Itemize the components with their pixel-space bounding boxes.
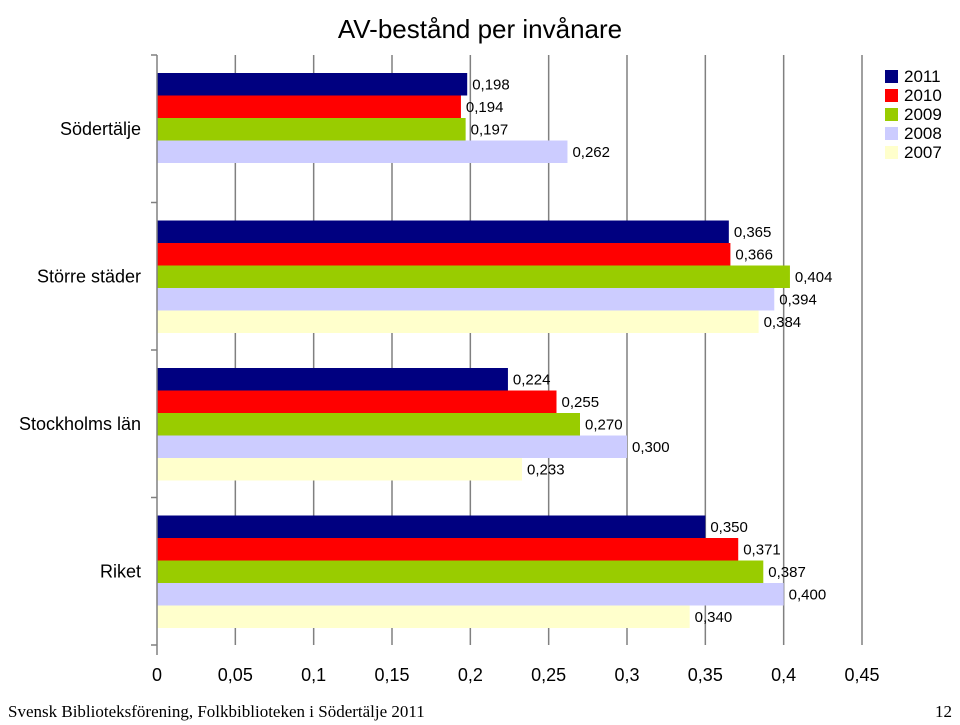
data-label: 0,198 xyxy=(472,76,510,93)
chart-title: AV-bestånd per invånare xyxy=(338,14,622,44)
bar-2008 xyxy=(157,288,775,311)
legend-swatch xyxy=(885,70,898,83)
bar-2010 xyxy=(157,95,461,118)
legend-label: 2007 xyxy=(904,143,942,162)
bar-2009 xyxy=(157,118,466,141)
bar-2007 xyxy=(157,605,690,628)
legend-label: 2008 xyxy=(904,124,942,143)
legend-swatch xyxy=(885,108,898,121)
page-number: 12 xyxy=(935,702,952,721)
x-tick-label: 0,35 xyxy=(688,665,723,685)
bar-2009 xyxy=(157,413,580,436)
bar-2008 xyxy=(157,140,568,163)
bar-2008 xyxy=(157,583,784,606)
bar-2010 xyxy=(157,243,731,266)
bar-2011 xyxy=(157,220,729,243)
x-tick-label: 0,1 xyxy=(301,665,326,685)
data-label: 0,194 xyxy=(466,99,504,116)
category-label: Riket xyxy=(100,561,141,581)
data-label: 0,197 xyxy=(471,121,509,138)
data-label: 0,394 xyxy=(779,291,817,308)
category-label: Stockholms län xyxy=(19,414,141,434)
legend-swatch xyxy=(885,89,898,102)
data-label: 0,366 xyxy=(735,246,773,263)
bar-2007 xyxy=(157,458,523,481)
bar-2011 xyxy=(157,73,468,96)
bar-2009 xyxy=(157,560,764,583)
legend-label: 2009 xyxy=(904,105,942,124)
x-tick-label: 0,15 xyxy=(374,665,409,685)
legend-swatch xyxy=(885,146,898,159)
data-label: 0,262 xyxy=(572,144,610,161)
bar-2011 xyxy=(157,515,706,538)
data-label: 0,233 xyxy=(527,461,565,478)
category-label: Södertälje xyxy=(60,119,141,139)
x-tick-label: 0 xyxy=(152,665,162,685)
bar-2008 xyxy=(157,435,627,458)
legend-swatch xyxy=(885,127,898,140)
x-tick-label: 0,4 xyxy=(771,665,796,685)
bar-2010 xyxy=(157,390,557,413)
x-tick-label: 0,45 xyxy=(844,665,879,685)
data-label: 0,255 xyxy=(562,394,600,411)
bar-2009 xyxy=(157,265,790,288)
category-label: Större städer xyxy=(37,266,141,286)
bar-2007 xyxy=(157,310,759,333)
x-tick-label: 0,2 xyxy=(458,665,483,685)
data-label: 0,404 xyxy=(795,269,833,286)
data-label: 0,384 xyxy=(764,314,802,331)
data-label: 0,400 xyxy=(789,586,827,603)
x-tick-label: 0,05 xyxy=(218,665,253,685)
legend-label: 2010 xyxy=(904,86,942,105)
bar-2010 xyxy=(157,538,739,561)
data-label: 0,387 xyxy=(768,564,806,581)
data-label: 0,350 xyxy=(710,519,748,536)
data-label: 0,371 xyxy=(743,541,781,558)
data-label: 0,365 xyxy=(734,224,772,241)
bar-chart: AV-bestånd per invånare Södertälje 0,198 0… xyxy=(19,14,942,685)
footer-source: Svensk Biblioteksförening, Folkbibliotek… xyxy=(8,702,425,721)
data-label: 0,300 xyxy=(632,439,670,456)
data-label: 0,270 xyxy=(585,416,623,433)
bar-2011 xyxy=(157,368,508,391)
x-tick-label: 0,25 xyxy=(531,665,566,685)
data-label: 0,224 xyxy=(513,371,551,388)
data-label: 0,340 xyxy=(695,609,733,626)
legend-label: 2011 xyxy=(904,67,941,86)
x-tick-label: 0,3 xyxy=(614,665,639,685)
